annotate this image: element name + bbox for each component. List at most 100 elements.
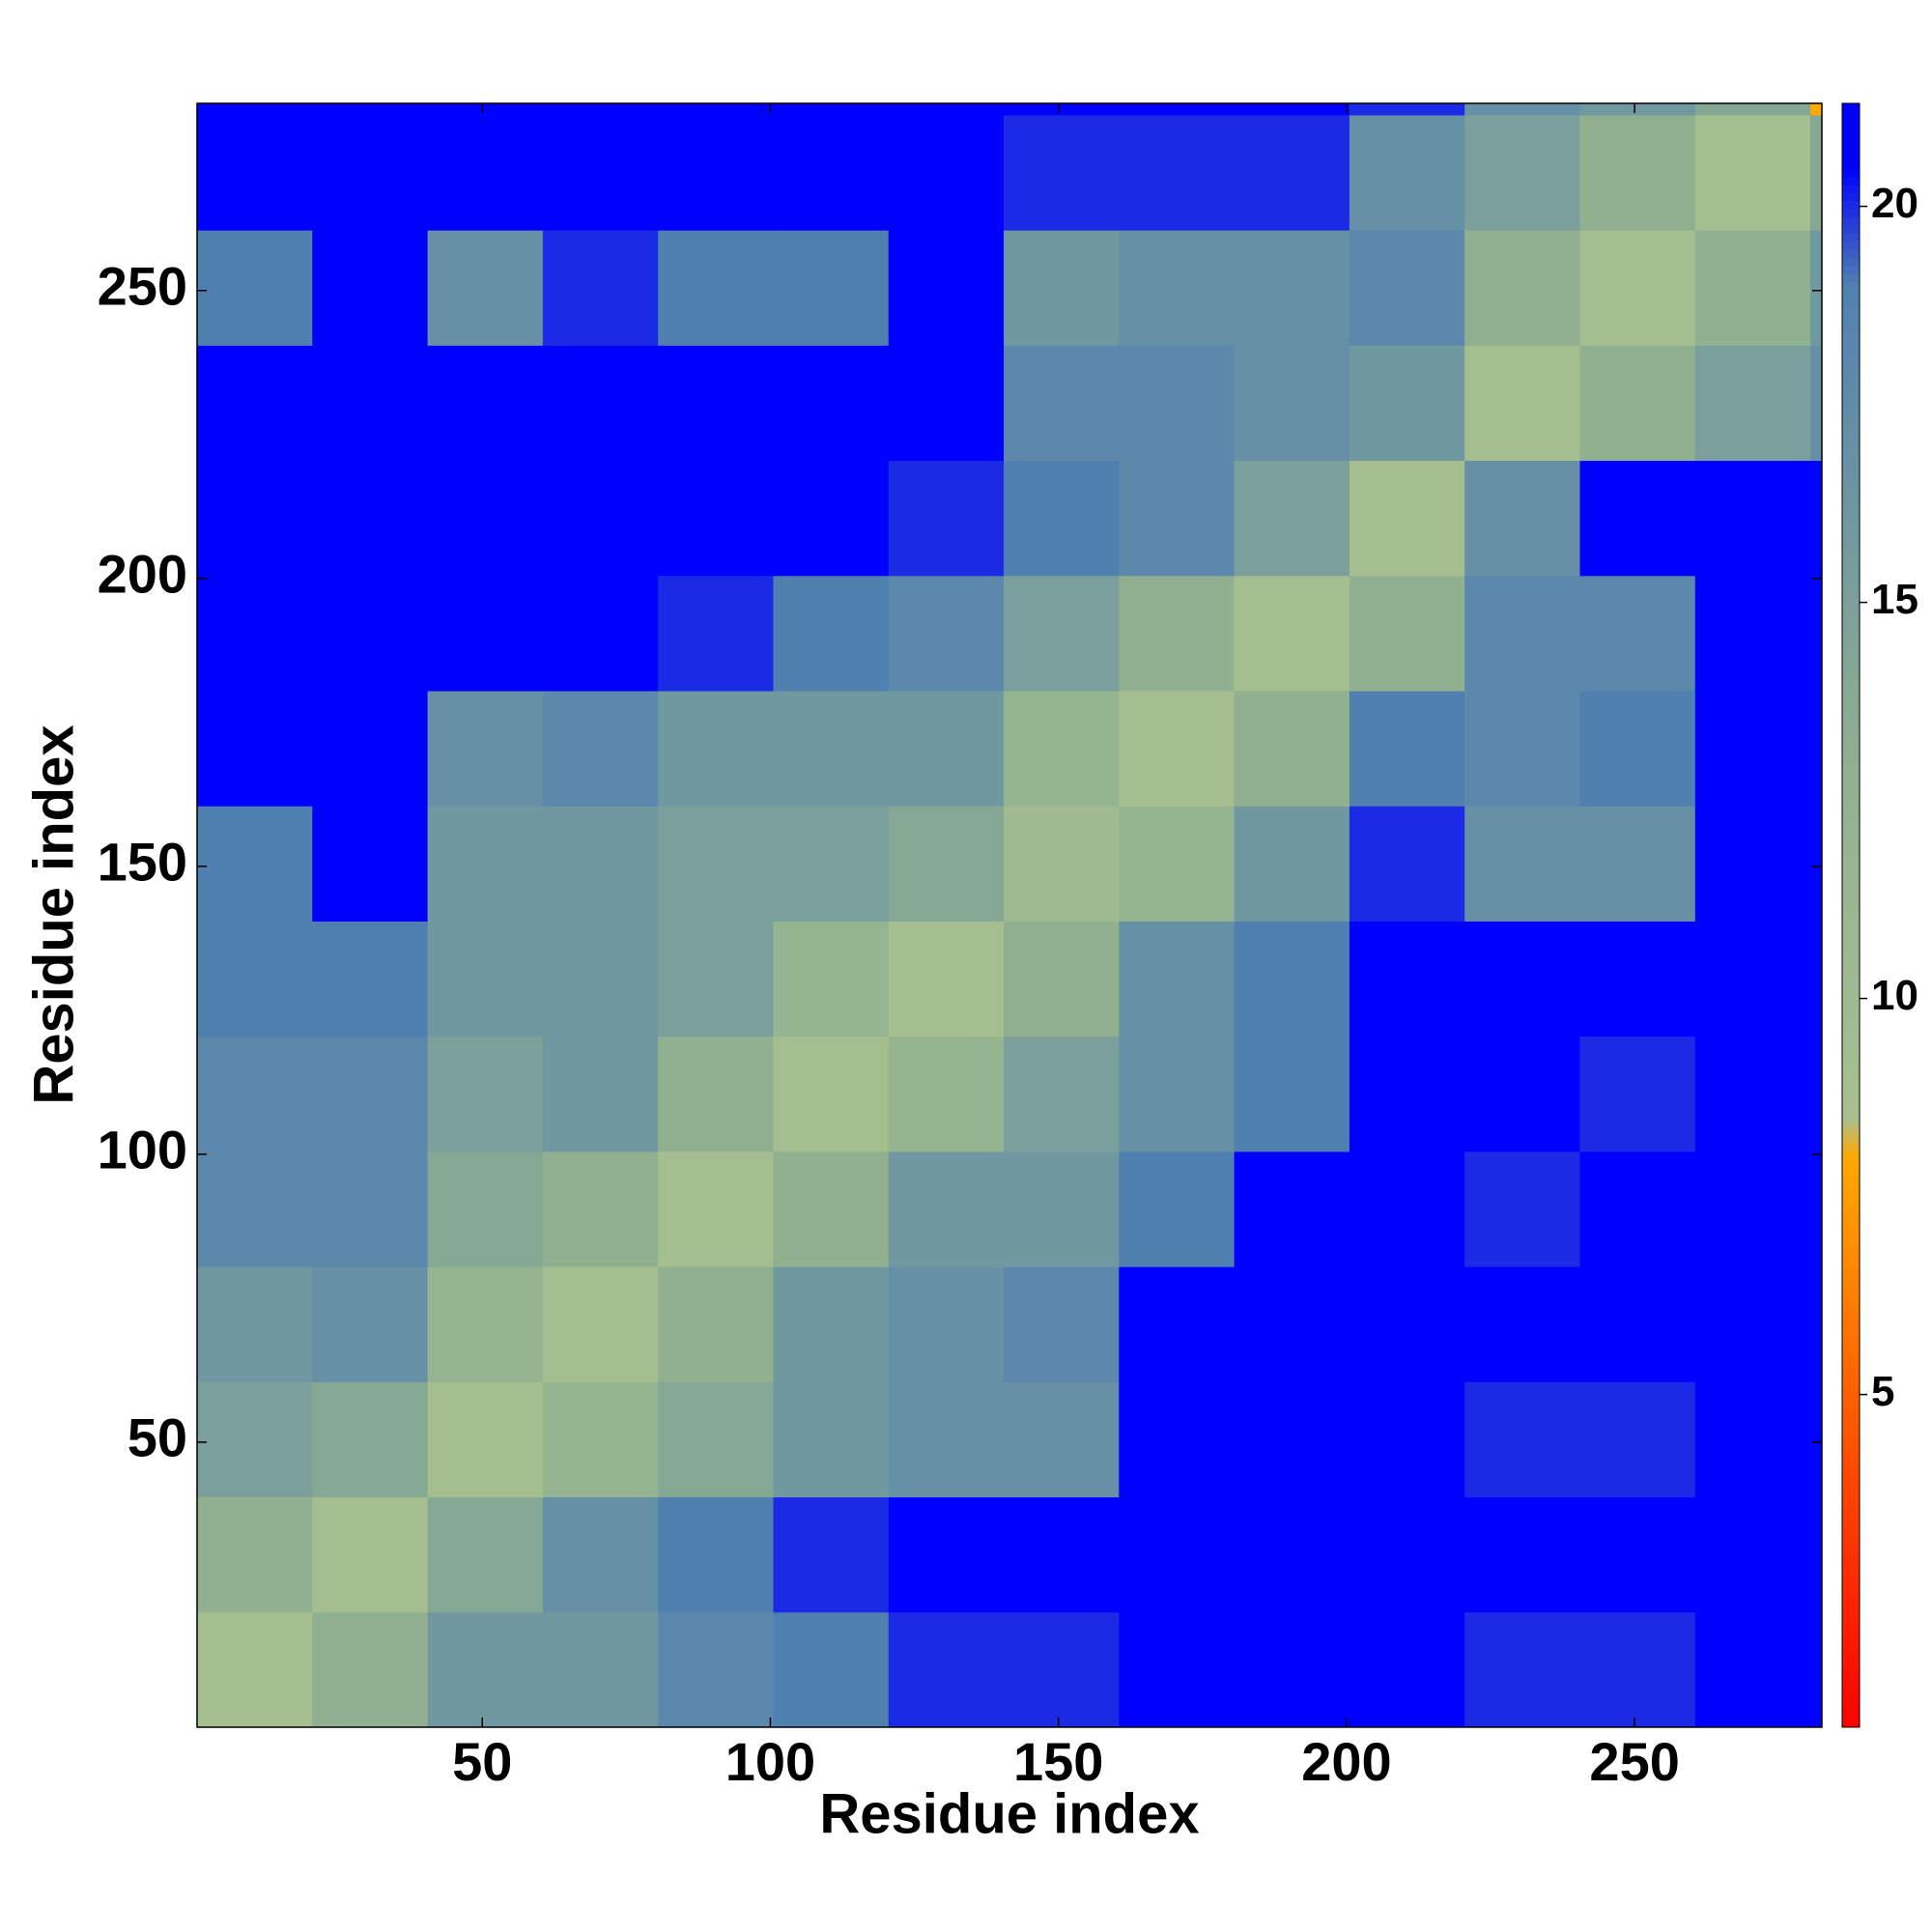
heatmap-cell: [1349, 806, 1465, 922]
heatmap-cell: [1810, 103, 1823, 116]
colorbar-slice: [1842, 1442, 1860, 1452]
colorbar-slice: [1842, 1353, 1860, 1363]
heatmap-cell: [1694, 1266, 1811, 1382]
heatmap-cell: [1810, 460, 1823, 577]
heatmap-cell: [773, 1611, 890, 1728]
colorbar-slice: [1842, 679, 1860, 689]
heatmap-cell: [312, 1266, 429, 1382]
heatmap-cell: [1004, 345, 1120, 462]
heatmap-cell: [1694, 575, 1811, 692]
heatmap-cell: [1349, 460, 1465, 577]
heatmap-cell: [888, 1151, 1005, 1267]
colorbar-slice: [1842, 1061, 1860, 1070]
colorbar-slice: [1842, 128, 1860, 137]
colorbar-slice: [1842, 728, 1860, 738]
heatmap-cell: [197, 114, 313, 231]
heatmap-cell: [427, 460, 544, 577]
heatmap-cell: [1119, 103, 1236, 116]
heatmap-cell: [542, 1036, 659, 1152]
colorbar-slice: [1842, 867, 1860, 875]
heatmap-cell: [1464, 691, 1580, 807]
heatmap-cell: [542, 921, 659, 1037]
heatmap-cell: [658, 575, 774, 692]
colorbar-slice: [1842, 696, 1860, 705]
heatmap-cell: [1579, 806, 1696, 922]
heatmap-cell: [1234, 1036, 1350, 1152]
heatmap-cell: [1464, 1611, 1580, 1728]
colorbar-slice: [1842, 841, 1860, 851]
y-tick-label: 100: [98, 1120, 187, 1180]
heatmap-cell: [542, 114, 659, 231]
colorbar-slice: [1842, 915, 1860, 924]
heatmap-cell: [197, 230, 313, 346]
heatmap-cell: [1810, 114, 1823, 231]
colorbar-slice: [1842, 996, 1860, 1006]
colorbar-slice: [1842, 785, 1860, 794]
colorbar-slice: [1842, 281, 1860, 291]
heatmap-cell: [1119, 114, 1236, 231]
heatmap-cell: [1694, 460, 1811, 577]
heatmap-cell: [312, 921, 429, 1037]
heatmap-cell: [197, 1036, 313, 1152]
x-tick-label: 200: [1301, 1731, 1391, 1792]
heatmap-cell: [1119, 1381, 1236, 1498]
heatmap-cell: [1349, 103, 1465, 116]
colorbar-slice: [1842, 1289, 1860, 1298]
heatmap-cell: [773, 575, 890, 692]
colorbar-slice: [1842, 955, 1860, 965]
colorbar-slice: [1842, 703, 1860, 713]
colorbar-slice: [1842, 688, 1860, 697]
colorbar-slice: [1842, 347, 1860, 356]
heatmap-cell: [658, 691, 774, 807]
colorbar-slice: [1842, 1223, 1860, 1233]
colorbar-slice: [1842, 1248, 1860, 1258]
heatmap-cell: [658, 103, 774, 116]
colorbar-slice: [1842, 330, 1860, 340]
colorbar-frame: [1841, 102, 1861, 1728]
heatmap-cell: [1349, 1266, 1465, 1382]
heatmap-cell: [1119, 921, 1236, 1037]
colorbar-slice: [1842, 1313, 1860, 1322]
heatmap-cell: [1810, 1036, 1823, 1152]
colorbar-slice: [1842, 1077, 1860, 1087]
heatmap-cell: [427, 806, 544, 922]
heatmap-cell: [427, 1496, 544, 1613]
colorbar-slice: [1842, 647, 1860, 657]
colorbar-slice: [1842, 338, 1860, 348]
colorbar-slice: [1842, 1182, 1860, 1192]
heatmap-cell: [1234, 103, 1350, 116]
colorbar-slice: [1842, 1451, 1860, 1461]
heatmap-cell: [1004, 575, 1120, 692]
colorbar-slice: [1842, 1337, 1860, 1347]
heatmap-cell: [427, 1266, 544, 1382]
heatmap-cell: [312, 1151, 429, 1267]
heatmap-cell: [1464, 230, 1580, 346]
heatmap-cell: [1464, 575, 1580, 692]
colorbar-slice: [1842, 874, 1860, 884]
heatmap-cell: [888, 1266, 1005, 1382]
colorbar-slice: [1842, 1516, 1860, 1525]
colorbar-slice: [1842, 200, 1860, 210]
heatmap-cell: [1810, 691, 1823, 807]
heatmap-cell: [888, 460, 1005, 577]
heatmap-cell: [542, 1151, 659, 1267]
colorbar-slice: [1842, 1645, 1860, 1655]
colorbar-slice: [1842, 607, 1860, 616]
heatmap-cell: [197, 691, 313, 807]
heatmap-cell: [1119, 1611, 1236, 1728]
colorbar-slice: [1842, 176, 1860, 185]
heatmap-cell: [1004, 1266, 1120, 1382]
heatmap-cell: [1119, 345, 1236, 462]
heatmap-cell: [1119, 575, 1236, 692]
colorbar-slice: [1842, 355, 1860, 364]
colorbar-slice: [1842, 1044, 1860, 1054]
heatmap-cell: [1694, 691, 1811, 807]
heatmap-cell: [312, 114, 429, 231]
heatmap-cell: [1004, 1151, 1120, 1267]
heatmap-cell: [1004, 1036, 1120, 1152]
colorbar-slice: [1842, 371, 1860, 381]
heatmap-cell: [1694, 1381, 1811, 1498]
heatmap-cell: [312, 1611, 429, 1728]
heatmap-cell: [1234, 1496, 1350, 1613]
heatmap-cell: [197, 1151, 313, 1267]
